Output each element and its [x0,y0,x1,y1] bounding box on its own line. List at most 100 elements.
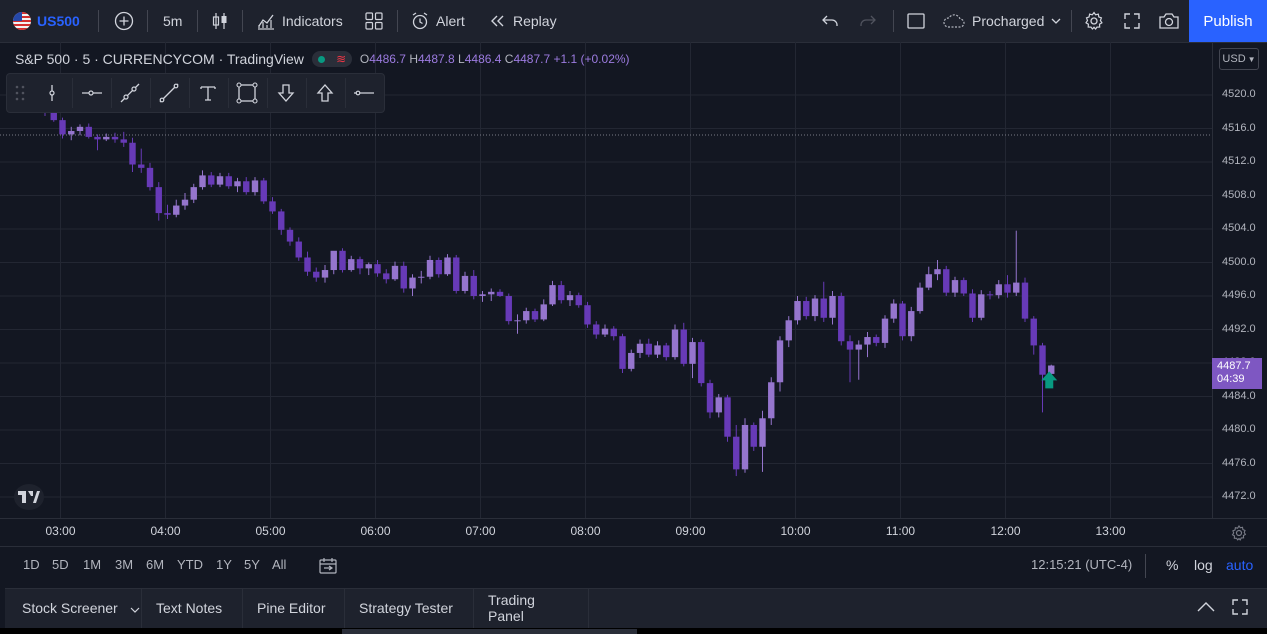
fullscreen-mode-button[interactable] [906,0,926,42]
camera-icon [1158,11,1180,31]
price-tick-label: 4492.0 [1222,322,1256,335]
market-status-pill[interactable]: ≋ [311,51,352,67]
candle [785,316,792,348]
time-tick-label: 11:00 [885,524,916,538]
candle [934,259,941,281]
candle [76,124,84,136]
go-to-date-button[interactable] [318,556,338,579]
time-axis[interactable] [0,518,1267,547]
arrow-up-icon[interactable] [306,74,344,112]
cloud-icon [942,12,966,30]
tab-text-notes[interactable]: Text Notes [142,588,243,628]
range-button-6m[interactable]: 6M [146,557,165,572]
symbol-search-button[interactable]: US500 [13,0,80,42]
range-button-all[interactable]: All [272,557,287,572]
settings-button[interactable] [1084,0,1104,42]
candle [698,339,705,387]
candle [724,394,731,442]
range-button-1m[interactable]: 1M [83,557,102,572]
trend-line-icon[interactable] [111,74,149,112]
candle-body [383,273,390,280]
candle-body [881,318,889,343]
axis-settings-button[interactable] [1230,524,1248,545]
percent-scale-toggle[interactable]: % [1166,557,1179,573]
publish-button[interactable]: Publish [1189,0,1267,42]
replay-button[interactable]: Replay [489,0,557,42]
candle [820,281,827,322]
tab-stock-screener[interactable]: Stock Screener [8,588,142,628]
range-button-3m[interactable]: 3M [115,557,134,572]
candle [173,199,180,218]
price-tick-label: 4484.0 [1222,389,1256,402]
candle-body [461,275,469,291]
log-scale-toggle[interactable]: log [1194,557,1213,573]
vertical-line-icon[interactable] [33,74,71,112]
clock-timezone[interactable]: 12:15:21 (UTC-4) [1031,557,1133,572]
candle [671,324,679,360]
price-scale[interactable] [1212,42,1267,518]
candle [365,262,372,276]
candle-body [619,336,626,369]
tab-trading-panel[interactable]: Trading Panel [474,588,589,628]
layout-menu-button[interactable]: Procharged [942,0,1062,42]
candle-series [41,98,1055,477]
candle [190,183,197,204]
range-button-5d[interactable]: 5D [52,557,69,572]
candle-body [838,296,845,342]
candle-body [689,342,696,364]
candle-body [636,343,644,353]
candle [811,295,819,322]
bottom-panel [5,588,1267,629]
range-button-1d[interactable]: 1D [23,557,40,572]
candle [59,117,66,139]
candle [103,133,110,142]
range-button-ytd[interactable]: YTD [177,557,203,572]
alarm-clock-icon [410,11,430,31]
candle-body [995,284,1002,296]
extended-line-icon[interactable] [150,74,188,112]
redo-button[interactable] [858,0,878,42]
maximize-panel-button[interactable] [1231,598,1249,619]
tab-pine-editor[interactable]: Pine Editor [243,588,345,628]
candle-body [645,343,652,355]
drawing-toolbar [6,73,385,113]
undo-button[interactable] [820,0,840,42]
fullscreen-button[interactable] [1122,0,1142,42]
candle-body [138,164,145,168]
candle [890,299,897,323]
collapse-panel-button[interactable] [1196,599,1216,618]
range-button-1y[interactable]: 1Y [216,557,232,572]
candle [313,267,320,282]
candle-body [890,303,897,319]
chevron-down-icon[interactable] [130,602,140,618]
interval-button[interactable]: 5m [163,0,182,42]
horizontal-ray-icon[interactable] [73,74,111,112]
currency-select[interactable]: USD ▼ [1219,48,1259,70]
text-icon[interactable] [189,74,227,112]
time-tick-label: 03:00 [45,524,76,538]
candle [286,227,294,246]
candle-body [978,294,985,318]
candle [400,261,407,293]
tab-strategy-tester[interactable]: Strategy Tester [345,588,474,628]
price-tick-label: 4520.0 [1222,88,1256,100]
compare-symbol-button[interactable] [114,0,134,42]
snapshot-button[interactable] [1158,0,1180,42]
indicators-button[interactable]: Indicators [256,0,343,42]
templates-button[interactable] [364,0,384,42]
candle-body [558,285,565,301]
rectangle-icon[interactable] [228,74,266,112]
candle [566,290,574,307]
chart-type-button[interactable] [210,0,230,42]
candle-body [103,136,110,140]
drag-handle-icon[interactable] [7,74,33,112]
arrow-down-icon[interactable] [267,74,305,112]
candle-body [409,277,416,289]
horizontal-line-icon[interactable] [345,74,383,112]
auto-scale-toggle[interactable]: auto [1226,557,1254,573]
alert-button[interactable]: Alert [410,0,465,42]
tradingview-logo[interactable] [14,484,44,510]
symbol-title[interactable]: S&P 500 · 5 · CURRENCYCOM · TradingView [15,51,304,67]
range-button-5y[interactable]: 5Y [244,557,260,572]
chart-pane[interactable] [0,42,1212,518]
